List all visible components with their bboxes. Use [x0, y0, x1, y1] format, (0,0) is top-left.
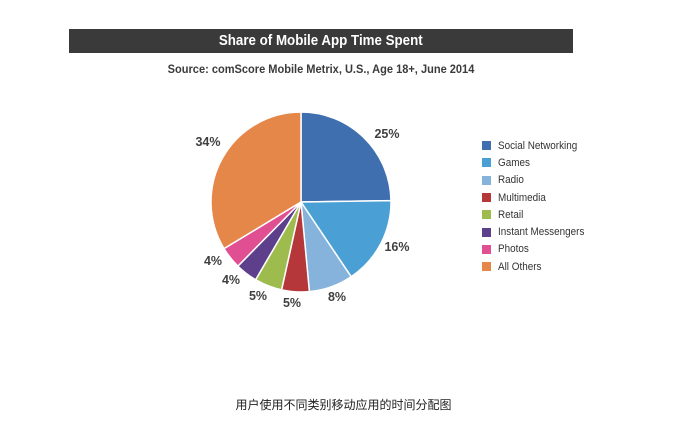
- legend-label: Retail: [498, 208, 524, 221]
- legend-item-social-networking: Social Networking: [482, 137, 594, 154]
- legend-item-radio: Radio: [482, 172, 594, 189]
- legend-swatch: [482, 210, 491, 220]
- legend-swatch: [482, 158, 491, 168]
- legend-item-retail: Retail: [482, 206, 594, 223]
- data-label-multimedia: 5%: [283, 296, 301, 310]
- data-label-all-others: 34%: [195, 135, 220, 149]
- pie-slice-games: [299, 199, 392, 278]
- legend-label: Radio: [498, 174, 524, 187]
- legend-swatch: [482, 141, 491, 151]
- data-label-radio: 8%: [328, 290, 346, 304]
- legend-item-multimedia: Multimedia: [482, 189, 594, 206]
- legend-swatch: [482, 175, 491, 185]
- pie-slice-social-networking: [300, 111, 392, 203]
- legend-label: Instant Messengers: [498, 226, 585, 239]
- legend-label: Games: [498, 156, 530, 169]
- figure-caption: 用户使用不同类别移动应用的时间分配图: [235, 398, 452, 412]
- chart-subtitle: Source: comScore Mobile Metrix, U.S., Ag…: [167, 62, 475, 76]
- legend-item-photos: Photos: [482, 241, 594, 258]
- legend-label: Photos: [498, 243, 529, 256]
- pie-slice-all-others: [210, 111, 302, 250]
- data-label-games: 16%: [384, 240, 409, 254]
- chart-title: Share of Mobile App Time Spent: [219, 33, 423, 49]
- legend-label: Social Networking: [498, 139, 578, 152]
- chart-title-bar: Share of Mobile App Time Spent: [69, 29, 573, 53]
- data-label-social-networking: 25%: [374, 127, 399, 141]
- legend-label: All Others: [498, 260, 542, 273]
- legend-label: Multimedia: [498, 191, 546, 204]
- legend-item-instant-messengers: Instant Messengers: [482, 223, 594, 240]
- legend-swatch: [482, 244, 491, 254]
- legend-swatch: [482, 262, 491, 272]
- legend-swatch: [482, 193, 491, 203]
- legend-swatch: [482, 227, 491, 237]
- data-label-photos: 4%: [204, 254, 222, 268]
- data-label-instant-messengers: 4%: [222, 273, 240, 287]
- chart-legend: Social Networking Games Radio Multimedia Ret…: [482, 137, 594, 275]
- data-label-retail: 5%: [249, 289, 267, 303]
- legend-item-all-others: All Others: [482, 258, 594, 275]
- legend-item-games: Games: [482, 154, 594, 171]
